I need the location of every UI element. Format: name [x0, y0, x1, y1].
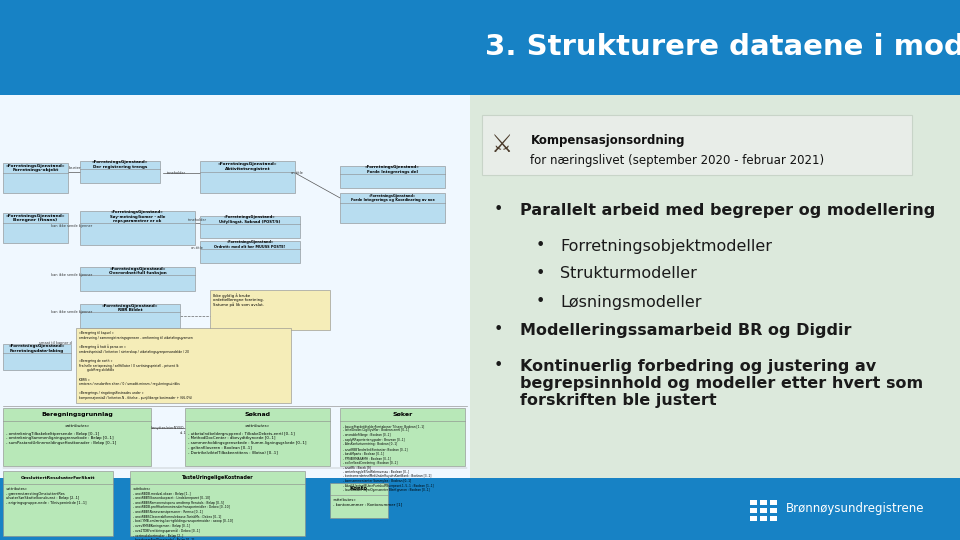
Text: Ikke gyldig å bruke
ordetteBeregne foretning.
Saturne på lik som avslut.: Ikke gyldig å bruke ordetteBeregne foret… [213, 293, 264, 307]
Text: Beregningsgrunnlag: Beregningsgrunnlag [41, 412, 113, 417]
Bar [80, 267, 195, 291]
Text: «ForretningsGjenstand»
Beregner (finans): «ForretningsGjenstand» Beregner (finans) [6, 214, 65, 222]
Text: •: • [536, 267, 545, 281]
Text: «attributes»
- kontonummer : Kontonummer [1]: «attributes» - kontonummer : Kontonummer… [333, 498, 402, 507]
Text: •: • [493, 322, 503, 338]
Text: Modelleringssamarbeid BR og Digdir: Modelleringssamarbeid BR og Digdir [520, 322, 852, 338]
Text: «ForretningsGjenstand»
Forretnings-objekt: «ForretningsGjenstand» Forretnings-objek… [6, 164, 65, 172]
Text: •: • [493, 202, 503, 218]
Bar [340, 193, 445, 223]
Bar [3, 408, 151, 466]
Bar [482, 114, 912, 174]
Text: «ForretningsGjenstand»
Forde Integrerings del: «ForretningsGjenstand» Forde Integrering… [365, 165, 420, 174]
Text: «ForretningsGjenstand»
RBR Bildet: «ForretningsGjenstand» RBR Bildet [102, 304, 158, 313]
Bar [210, 290, 330, 330]
Text: •: • [493, 359, 503, 374]
Bar [80, 161, 160, 183]
Bar [200, 161, 295, 193]
Text: Løsningsmodeller: Løsningsmodeller [561, 294, 702, 309]
Text: - omtrekningTilbakebelttpersende : Beløp [0..1]
- omtrekningSammenligningsgrense: - omtrekningTilbakebelttpersende : Beløp… [6, 432, 116, 445]
Text: Brønnøysundregistrene: Brønnøysundregistrene [786, 502, 924, 516]
Bar [340, 166, 445, 188]
Bar [330, 483, 388, 518]
Bar [770, 508, 777, 513]
Bar [76, 328, 291, 403]
Text: benyttes/eierNYBO: benyttes/eierNYBO [151, 426, 183, 430]
Text: Kontinuerlig forbedring og justering av
begrepsinnhold og modeller etter hvert s: Kontinuerlig forbedring og justering av … [520, 359, 924, 408]
Text: inneholder: inneholder [166, 171, 185, 175]
Bar [0, 94, 470, 478]
Text: ⚔: ⚔ [492, 132, 514, 157]
Text: Søknad: Søknad [245, 412, 271, 417]
Bar [3, 471, 113, 536]
Text: on.title: on.title [291, 171, 303, 175]
Bar [750, 516, 757, 521]
Text: Forretningsobjektmodeller: Forretningsobjektmodeller [561, 239, 773, 253]
Text: kan ikke sende kjenner: kan ikke sende kjenner [52, 224, 92, 228]
Text: «ForretningsGjenstand»
Ordrett: med alt her MUUSS POSTE!: «ForretningsGjenstand» Ordrett: med alt … [214, 240, 286, 249]
Text: «attributes»: «attributes» [245, 424, 270, 428]
Text: «attributes»
- anotRBDB.medval.oksan : Beløp [1..]
- anotRBBTilkanceduoparet : L: «attributes» - anotRBDB.medval.oksan : B… [133, 487, 233, 540]
Bar [750, 500, 757, 505]
Bar [185, 408, 330, 466]
Bar [200, 241, 300, 263]
Bar [770, 500, 777, 505]
Text: «ForretningsGjenstand»
Der registrering trengs: «ForretningsGjenstand» Der registrering … [92, 160, 148, 169]
Bar [770, 516, 777, 521]
Text: d..1: d..1 [180, 431, 186, 435]
Text: smaat til kapnor d: smaat til kapnor d [38, 341, 71, 345]
Text: «ForretningsGjenstand»
Forde Integrerings og Koordinering av noe: «ForretningsGjenstand» Forde Integrering… [350, 194, 435, 202]
Bar [3, 213, 68, 243]
Text: «ForretningsGjenstand»
Aktivitetsregistret: «ForretningsGjenstand» Aktivitetsregistr… [218, 162, 277, 171]
Bar [760, 516, 767, 521]
Bar [200, 216, 300, 238]
Bar [340, 408, 465, 466]
Bar [3, 344, 71, 370]
Bar [130, 471, 305, 536]
Text: inneholder: inneholder [187, 218, 206, 222]
Bar [760, 500, 767, 505]
Text: OmsluttertResulsaterFørSkatt: OmsluttertResulsaterFørSkatt [21, 475, 95, 480]
Text: TasteUringeligeKostnader: TasteUringeligeKostnader [181, 475, 253, 480]
Bar [0, 478, 960, 540]
Text: «ForretningsGjenstand»
Utfyllingst. Søknad (POST/S): «ForretningsGjenstand» Utfyllingst. Søkn… [219, 215, 280, 224]
Text: •: • [536, 294, 545, 309]
Bar [3, 163, 68, 193]
Text: •: • [536, 239, 545, 253]
Text: 3. Strukturere dataene i modeller: 3. Strukturere dataene i modeller [486, 33, 960, 61]
Bar [760, 508, 767, 513]
Text: on.title: on.title [191, 246, 204, 250]
Text: - utbetalndbeldergruppend : TilbakeDebets-enrtl [0..1]
- MethodDocCenter : dbevy: - utbetalndbeldergruppend : TilbakeDebet… [188, 432, 306, 454]
Text: «attributes»: «attributes» [64, 424, 89, 428]
Text: Parallelt arbeid med begreper og modellering: Parallelt arbeid med begreper og modelle… [520, 202, 936, 218]
Bar [470, 94, 960, 478]
Text: Søker: Søker [393, 412, 413, 417]
Text: kan ikke sende kjenner: kan ikke sende kjenner [52, 273, 92, 277]
Text: «Beregning til kapsel »
omkrevning / sameregistreringsgrensen - omforming til ut: «Beregning til kapsel » omkrevning / sam… [79, 331, 193, 400]
Text: «attributes»
- gæremstærstingOmstuttertRes
ulsaterSørSkattelkonskunst : Beløp [2: «attributes» - gæremstærstingOmstuttertR… [6, 487, 86, 505]
Text: br.eier: br.eier [69, 166, 82, 170]
Text: «ForretningsGjenstand»
Forretningsdata-labing: «ForretningsGjenstand» Forretningsdata-l… [9, 344, 65, 353]
Text: Strukturmodeller: Strukturmodeller [561, 267, 697, 281]
Text: «ForretningsGjenstand»
Søy-metning/komer - alle
repr.parametrer er ok: «ForretningsGjenstand» Søy-metning/komer… [109, 210, 165, 224]
Text: «ForretningsGjenstand»
Overordnet/full funksjon: «ForretningsGjenstand» Overordnet/full f… [108, 267, 166, 275]
Text: kan ikke sende kjenner: kan ikke sende kjenner [52, 310, 92, 314]
Text: - bouveStørdetiktelderForstaboner Tillseer: Boolean [1..1]
- lottelDraller-Oig/V: - bouveStørdetiktelderForstaboner Tillse… [343, 424, 434, 492]
Text: Konto: Konto [350, 487, 368, 491]
Text: for næringslivet (september 2020 - februar 2021): for næringslivet (september 2020 - febru… [530, 154, 825, 167]
Bar [80, 211, 195, 245]
Bar [750, 508, 757, 513]
Bar [80, 304, 180, 328]
Text: Kompensasjonsordning: Kompensasjonsordning [530, 134, 684, 147]
